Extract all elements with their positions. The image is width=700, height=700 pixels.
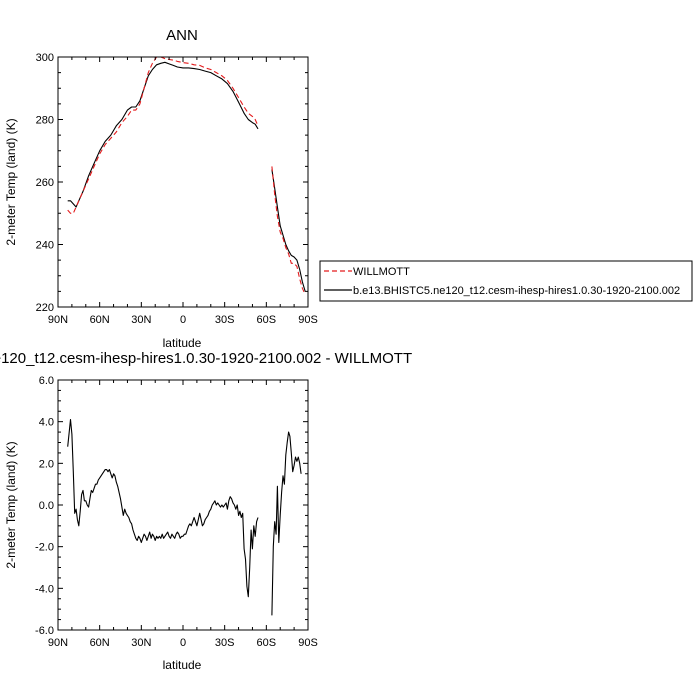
top-series-model-line <box>271 169 306 292</box>
bottom-y-tick-label: -4.0 <box>35 583 54 595</box>
top-series-layer <box>67 56 306 295</box>
bottom-x-axis-label: latitude <box>163 658 202 672</box>
legend-box <box>319 260 693 302</box>
bottom-y-tick-label: -2.0 <box>35 542 54 554</box>
top-y-tick-label: 260 <box>36 177 54 189</box>
top-y-tick-label: 240 <box>36 240 54 252</box>
bottom-tick-layer: -6.0 -4.0 -2.0 0.0 2.0 4.0 6.0 90N 60N 30N 0 30S 60S… <box>35 375 318 649</box>
top-tick-layer: 220 240 260 280 300 90N 60N 30N 0 30S 60S 90S <box>36 52 318 326</box>
bottom-x-tick-label: 90S <box>298 637 318 649</box>
bottom-series-model-line <box>67 419 259 598</box>
bottom-y-tick-label: 0.0 <box>39 500 54 512</box>
bottom-x-tick-label: 30N <box>131 637 151 649</box>
top-x-tick-label: 60S <box>257 314 277 326</box>
bottom-chart-title: TC5.ne120_t12.cesm-ihesp-hires1.0.30-192… <box>0 350 412 367</box>
bottom-panel: TC5.ne120_t12.cesm-ihesp-hires1.0.30-192… <box>0 350 412 672</box>
legend-label-willmott: WILLMOTT <box>353 266 410 278</box>
bottom-y-tick-label: -6.0 <box>35 625 54 637</box>
top-x-tick-label: 60N <box>90 314 110 326</box>
top-y-tick-label: 280 <box>36 115 54 127</box>
top-chart-title: ANN <box>166 27 198 44</box>
bottom-y-tick-label: 6.0 <box>39 375 54 387</box>
top-y-tick-label: 300 <box>36 52 54 64</box>
bottom-y-tick-label: 4.0 <box>39 417 54 429</box>
bottom-series-model-line <box>271 431 302 616</box>
top-x-tick-label: 30S <box>215 314 235 326</box>
top-x-tick-label: 30N <box>131 314 151 326</box>
bottom-y-tick-label: 2.0 <box>39 458 54 470</box>
bottom-y-axis-label: 2-meter Temp (land) (K) <box>4 441 18 568</box>
top-series-model-line <box>67 61 259 208</box>
top-y-axis-label: 2-meter Temp (land) (K) <box>4 118 18 245</box>
top-x-tick-label: 90N <box>48 314 68 326</box>
bottom-x-tick-label: 60N <box>90 637 110 649</box>
top-x-tick-label: 90S <box>298 314 318 326</box>
bottom-x-tick-label: 30S <box>215 637 235 649</box>
bottom-series-layer <box>67 419 302 616</box>
top-y-tick-label: 220 <box>36 302 54 314</box>
top-series-willmott-line <box>67 56 259 214</box>
top-x-axis-label: latitude <box>163 336 202 350</box>
top-series-willmott-line <box>271 166 306 295</box>
bottom-x-tick-label: 90N <box>48 637 68 649</box>
top-plot-frame <box>57 56 309 308</box>
legend: WILLMOTT b.e13.BHISTC5.ne120_t12.cesm-ih… <box>319 260 693 302</box>
top-panel: ANN 220 240 260 280 300 90N 60N 30N 0 30S 60S 90S l… <box>4 27 318 350</box>
legend-label-model: b.e13.BHISTC5.ne120_t12.cesm-ihesp-hires… <box>353 285 680 297</box>
top-x-tick-label: 0 <box>180 314 186 326</box>
bottom-x-tick-label: 60S <box>257 637 277 649</box>
bottom-x-tick-label: 0 <box>180 637 186 649</box>
bottom-plot-frame <box>57 379 309 631</box>
